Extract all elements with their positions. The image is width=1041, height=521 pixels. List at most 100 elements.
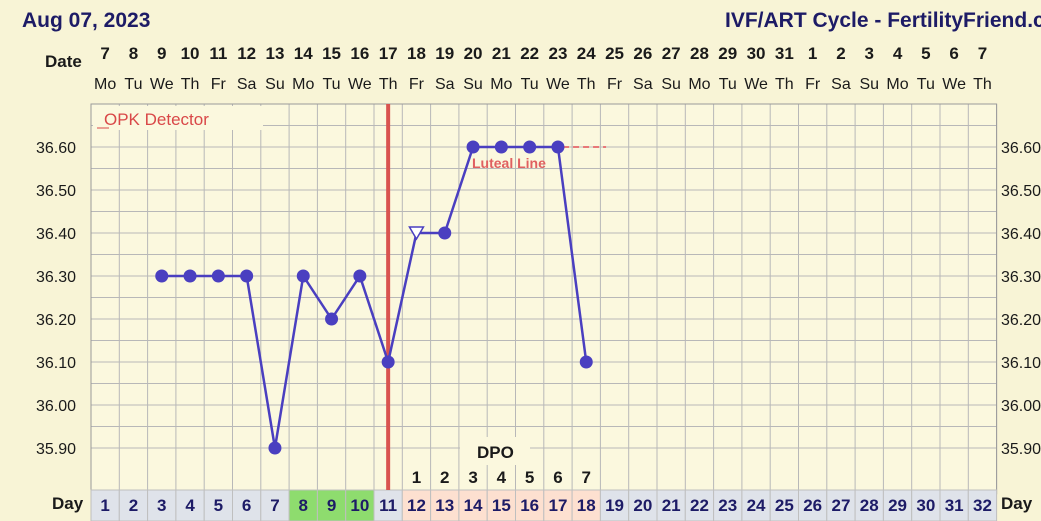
- day-number: 27: [831, 496, 850, 515]
- day-cell: [430, 489, 460, 521]
- dpo-number: 7: [582, 468, 591, 487]
- weekday-label: Tu: [917, 76, 935, 93]
- weekday-label: Th: [973, 76, 992, 93]
- day-number: 13: [435, 496, 454, 515]
- day-number: 9: [327, 496, 336, 515]
- day-cell: [401, 489, 432, 521]
- temperature-point: [408, 226, 425, 241]
- temperature-line: [161, 145, 588, 449]
- dpo-number: 6: [553, 468, 562, 487]
- date-number: 15: [322, 44, 341, 63]
- y-tick-label-right: 36.20: [1001, 312, 1041, 329]
- day-cell: [628, 489, 658, 521]
- axis-labels: 36.60 36.60 36.50 36.50 36.40 36.40 36.30 36.30…: [36, 44, 1041, 487]
- day-row-label-right: Day: [1001, 494, 1033, 513]
- day-number: 4: [185, 496, 195, 515]
- weekday-label: Su: [661, 76, 681, 93]
- weekday-label: Th: [379, 76, 398, 93]
- day-cell: [175, 489, 205, 521]
- day-number: 18: [577, 496, 596, 515]
- day-cell: [741, 489, 771, 521]
- date-number: 22: [520, 44, 539, 63]
- weekday-label: Fr: [409, 76, 425, 93]
- chart-date: Aug 07, 2023: [22, 9, 150, 32]
- y-tick-label-left: 36.40: [36, 226, 76, 243]
- temperature-point: [268, 441, 282, 455]
- weekday-label: Mo: [94, 76, 116, 93]
- temperature-point: [296, 269, 310, 283]
- day-number: 30: [916, 496, 935, 515]
- date-number: 14: [294, 44, 313, 63]
- date-number: 13: [265, 44, 284, 63]
- weekday-label: Fr: [805, 76, 821, 93]
- y-tick-label-right: 36.50: [1001, 183, 1041, 200]
- day-number: 26: [803, 496, 822, 515]
- day-number: 32: [973, 496, 992, 515]
- date-number: 2: [836, 44, 845, 63]
- date-number: 17: [379, 44, 398, 63]
- dpo-number: 5: [525, 468, 534, 487]
- y-tick-label-right: 36.60: [1001, 140, 1041, 157]
- day-number: 20: [633, 496, 652, 515]
- date-number: 4: [893, 44, 903, 63]
- day-number: 29: [888, 496, 907, 515]
- weekday-label: We: [942, 76, 966, 93]
- day-number: 21: [662, 496, 681, 515]
- y-tick-label-left: 36.10: [36, 355, 76, 372]
- day-cells: 1 2 3 4 5 6 7 8 9 10 11 12 13 14 15 16 17 18 19 20 21 22 23 24 2…: [90, 489, 998, 521]
- day-cell: [147, 489, 177, 521]
- weekday-label: Mo: [292, 76, 314, 93]
- day-number: 23: [718, 496, 737, 515]
- y-tick-label-right: 36.30: [1001, 269, 1041, 286]
- day-cell: [939, 489, 969, 521]
- date-number: 23: [548, 44, 567, 63]
- day-cell: [203, 489, 233, 521]
- day-number: 7: [270, 496, 279, 515]
- temperature-point: [381, 355, 395, 369]
- day-cell: [656, 489, 686, 521]
- y-tick-label-left: 35.90: [36, 441, 76, 458]
- day-number: 5: [214, 496, 223, 515]
- weekday-label: We: [348, 76, 372, 93]
- day-cell: [599, 489, 630, 521]
- date-number: 24: [577, 44, 596, 63]
- date-number: 1: [808, 44, 817, 63]
- weekday-label: Su: [463, 76, 483, 93]
- temperature-point: [466, 140, 480, 154]
- day-cell: [911, 489, 941, 521]
- y-tick-label-right: 36.10: [1001, 355, 1041, 372]
- luteal-line-label: Luteal Line: [472, 155, 546, 171]
- day-number: 15: [492, 496, 511, 515]
- temperature-point: [155, 269, 169, 283]
- dpo-number: 2: [440, 468, 449, 487]
- day-number: 2: [129, 496, 138, 515]
- weekday-label: Sa: [831, 76, 851, 93]
- date-row-label: Date: [45, 52, 82, 71]
- weekday-label: Mo: [688, 76, 710, 93]
- grid: [90, 103, 998, 495]
- date-number: 19: [435, 44, 454, 63]
- date-number: 12: [237, 44, 256, 63]
- y-tick-label-left: 36.00: [36, 398, 76, 415]
- date-number: 31: [775, 44, 794, 63]
- day-cell: [90, 489, 120, 521]
- day-number: 17: [548, 496, 567, 515]
- date-number: 29: [718, 44, 737, 63]
- date-number: 16: [350, 44, 369, 63]
- weekday-label: Tu: [719, 76, 737, 93]
- date-number: 7: [100, 44, 109, 63]
- day-cell: [515, 489, 545, 521]
- day-number: 11: [379, 496, 397, 515]
- date-number: 20: [464, 44, 483, 63]
- weekday-label: Sa: [435, 76, 455, 93]
- day-row-label: Day: [52, 494, 84, 513]
- date-number: 6: [949, 44, 958, 63]
- weekday-label: Mo: [490, 76, 512, 93]
- dpo-label-box: [460, 437, 530, 465]
- weekday-label: Th: [775, 76, 794, 93]
- temperature-point: [494, 140, 508, 154]
- y-tick-label-left: 36.60: [36, 140, 76, 157]
- weekday-label: Th: [577, 76, 596, 93]
- y-tick-label-right: 35.90: [1001, 441, 1041, 458]
- date-number: 9: [157, 44, 166, 63]
